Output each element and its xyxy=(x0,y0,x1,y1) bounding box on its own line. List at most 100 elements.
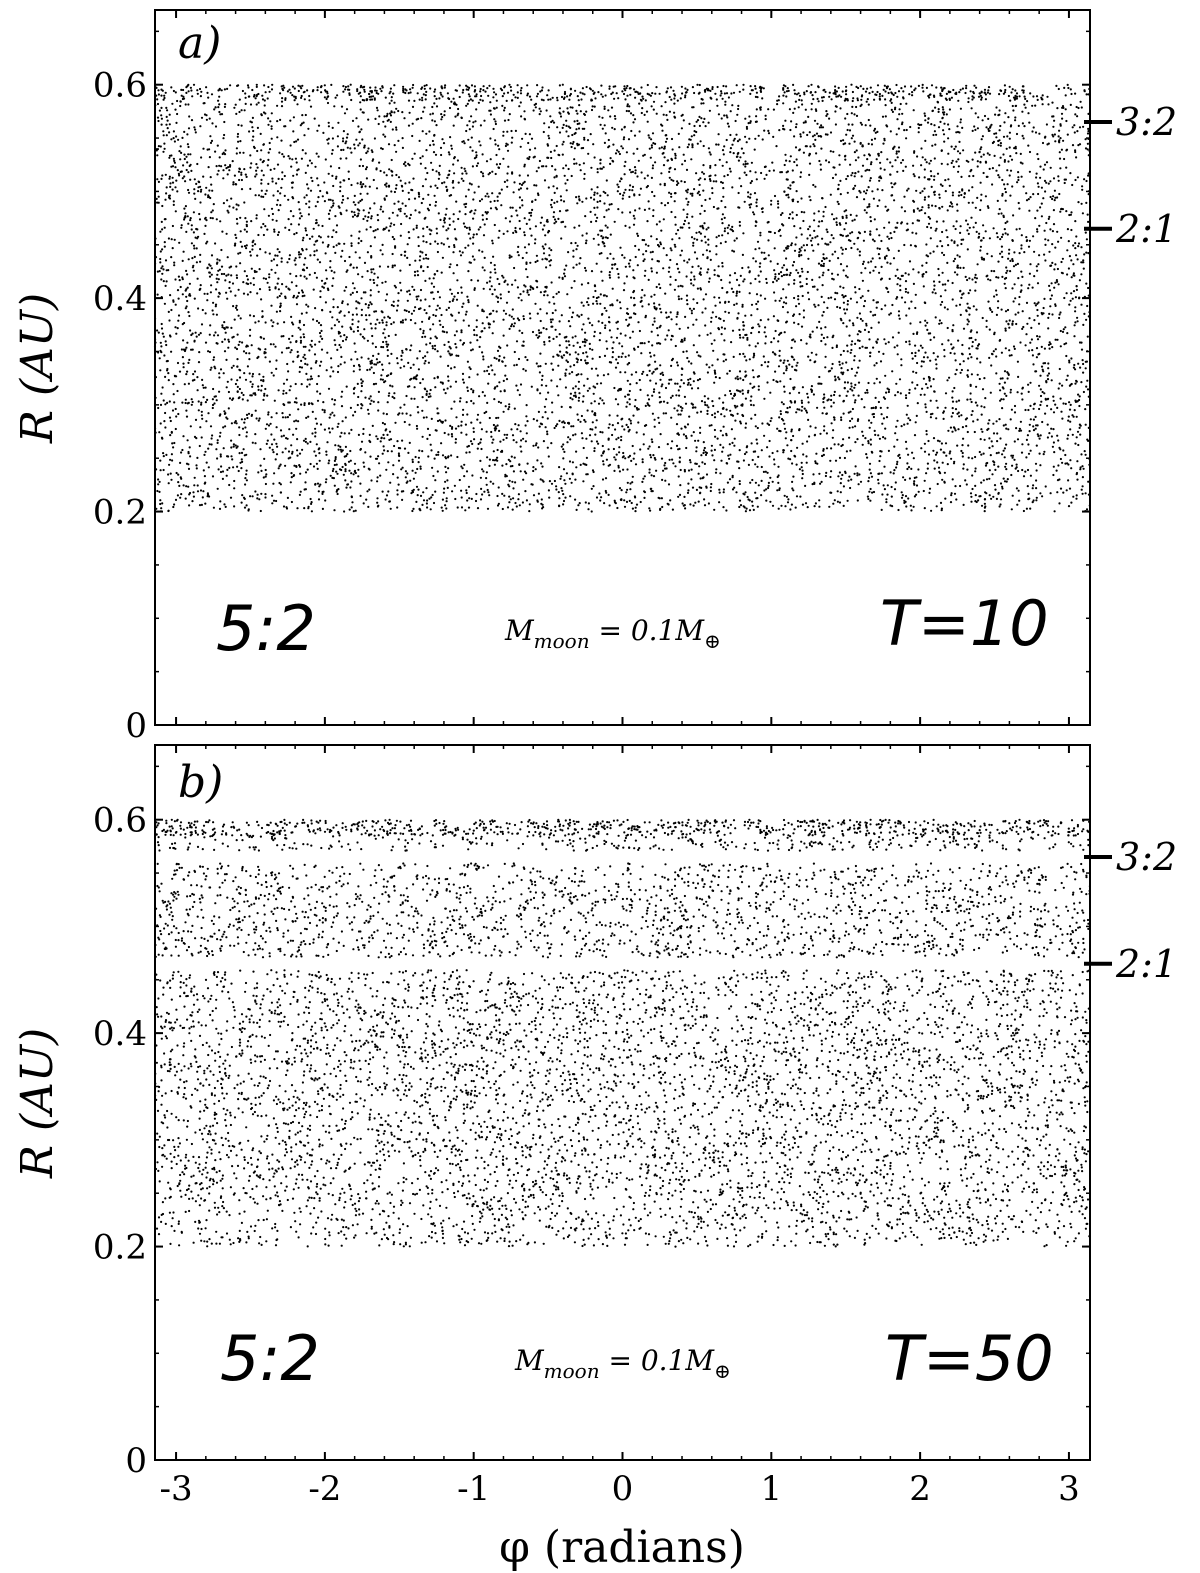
data-point xyxy=(692,241,695,244)
data-point xyxy=(1048,341,1051,344)
data-point xyxy=(715,253,718,256)
data-point xyxy=(644,243,648,246)
data-point xyxy=(1053,510,1056,513)
data-point xyxy=(906,467,909,471)
data-point xyxy=(498,358,501,361)
data-point xyxy=(324,481,327,484)
data-point xyxy=(523,217,526,220)
data-point xyxy=(912,210,916,213)
data-point xyxy=(605,179,608,182)
data-point xyxy=(706,271,709,274)
data-point xyxy=(1075,494,1078,497)
data-point xyxy=(433,95,436,98)
data-point xyxy=(749,382,752,385)
data-point xyxy=(465,401,468,404)
data-point xyxy=(771,161,774,164)
data-point xyxy=(314,417,317,420)
data-point xyxy=(849,239,852,242)
data-point xyxy=(817,243,820,246)
data-point xyxy=(566,293,569,296)
data-point xyxy=(687,378,690,381)
data-point xyxy=(809,199,812,202)
data-point xyxy=(1081,485,1084,488)
data-point xyxy=(351,282,355,285)
data-point xyxy=(702,121,705,124)
data-point xyxy=(936,461,939,464)
data-point xyxy=(1041,420,1044,424)
data-point xyxy=(249,187,252,190)
data-point xyxy=(970,373,974,376)
data-point xyxy=(949,450,952,453)
data-point xyxy=(774,329,777,333)
data-point xyxy=(508,405,511,409)
data-point xyxy=(794,506,797,509)
data-point xyxy=(811,278,814,281)
data-point xyxy=(343,259,347,263)
data-point xyxy=(909,244,913,247)
data-point xyxy=(262,476,265,479)
data-point xyxy=(750,161,754,164)
data-point xyxy=(877,482,880,485)
data-point xyxy=(244,173,247,176)
data-point xyxy=(158,431,161,434)
data-point xyxy=(167,379,170,382)
data-point xyxy=(604,489,607,493)
data-point xyxy=(904,440,908,443)
data-point xyxy=(267,411,270,414)
data-point xyxy=(391,128,394,131)
data-point xyxy=(608,274,611,277)
data-point xyxy=(1087,112,1090,115)
data-point xyxy=(991,167,995,170)
data-point xyxy=(993,132,996,135)
data-point xyxy=(539,319,542,323)
data-point xyxy=(1076,316,1079,319)
data-point xyxy=(639,448,642,451)
data-point xyxy=(921,86,924,89)
data-point xyxy=(306,468,309,471)
data-point xyxy=(489,261,493,264)
data-point xyxy=(227,455,230,458)
data-point xyxy=(787,193,790,196)
data-point xyxy=(644,269,647,272)
data-point xyxy=(218,292,221,295)
data-point xyxy=(697,265,700,268)
data-point xyxy=(669,247,672,250)
data-point xyxy=(779,412,783,416)
data-point xyxy=(965,219,968,222)
data-point xyxy=(502,134,505,137)
data-point xyxy=(639,187,643,190)
data-point xyxy=(695,120,698,123)
data-point xyxy=(393,101,396,104)
data-point xyxy=(899,392,902,395)
data-point xyxy=(300,359,303,362)
data-point xyxy=(1038,254,1041,257)
data-point xyxy=(535,362,538,365)
data-point xyxy=(976,165,979,168)
data-point xyxy=(623,499,626,502)
data-point xyxy=(389,225,392,228)
data-point xyxy=(678,271,681,274)
data-point xyxy=(620,355,623,358)
data-point xyxy=(661,478,664,481)
data-point xyxy=(653,293,656,296)
data-point xyxy=(620,498,623,501)
data-point xyxy=(807,355,810,358)
data-point xyxy=(400,289,403,292)
data-point xyxy=(681,226,684,229)
data-point xyxy=(1046,436,1049,439)
data-point xyxy=(496,195,499,198)
data-point xyxy=(1027,287,1030,290)
data-point xyxy=(350,506,353,509)
data-point xyxy=(304,152,307,155)
data-point xyxy=(706,404,709,407)
data-point xyxy=(506,130,509,133)
data-point xyxy=(492,450,495,453)
data-point xyxy=(801,285,804,288)
data-point xyxy=(447,227,450,230)
data-point xyxy=(866,158,869,161)
data-point xyxy=(625,491,628,494)
data-point xyxy=(591,421,594,424)
data-point xyxy=(217,169,220,172)
data-point xyxy=(818,320,821,323)
data-point xyxy=(708,250,712,253)
